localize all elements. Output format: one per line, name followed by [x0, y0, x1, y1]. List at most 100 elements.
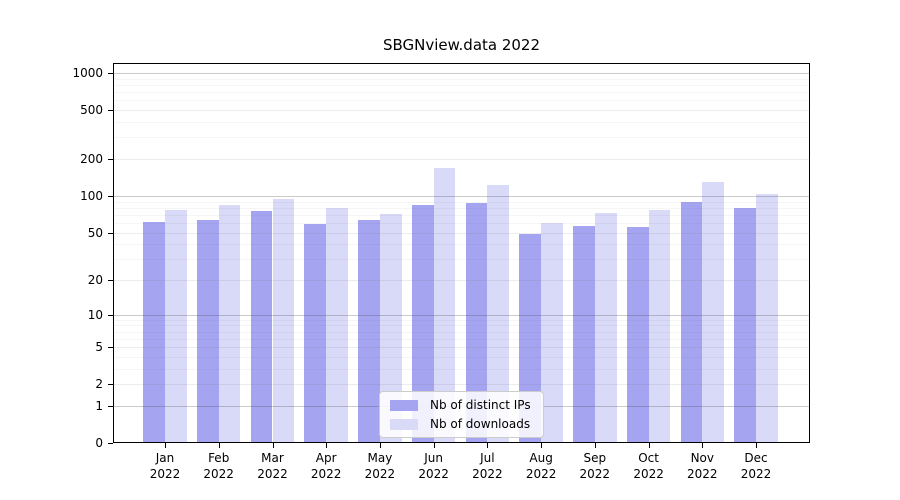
x-tick-mark-may	[379, 443, 381, 448]
x-tick-year-nov: 2022	[687, 467, 718, 481]
gridline-y-600	[113, 100, 810, 102]
x-tick-year-feb: 2022	[203, 467, 234, 481]
gridline-y-3	[113, 368, 810, 370]
y-tick-mark-500	[108, 110, 113, 112]
x-tick-mark-sep	[594, 443, 596, 448]
legend-label-distinct-ips: Nb of distinct IPs	[430, 398, 531, 412]
x-tick-mark-nov	[702, 443, 704, 448]
bar-jun-distinct-ips	[411, 205, 434, 442]
x-tick-label-jan: Jan 2022	[135, 450, 195, 482]
bar-sep-distinct-ips	[573, 225, 595, 442]
gridline-y-1000	[113, 73, 810, 74]
gridline-y-50	[113, 232, 810, 234]
x-tick-year-dec: 2022	[740, 467, 772, 481]
x-tick-mark-apr	[326, 443, 328, 448]
x-tick-year-jan: 2022	[149, 467, 181, 481]
bar-oct-distinct-ips	[626, 226, 649, 442]
x-tick-label-feb: Feb 2022	[189, 450, 249, 482]
y-tick-label-1000: 1000	[72, 66, 103, 80]
bar-sep-downloads	[594, 213, 617, 442]
x-tick-label-jul: Jul 2022	[457, 450, 517, 482]
bar-jun-downloads	[433, 168, 456, 442]
gridline-y-700	[113, 92, 810, 94]
gridline-y-30	[113, 259, 810, 261]
legend-item-downloads: Nb of downloads	[390, 417, 531, 431]
bar-apr-downloads	[326, 207, 348, 442]
bar-feb-distinct-ips	[196, 220, 219, 442]
y-tick-mark-1	[108, 405, 113, 407]
bar-may-distinct-ips	[358, 220, 380, 442]
legend-swatch-downloads	[390, 418, 418, 430]
y-tick-label-500: 500	[80, 103, 103, 118]
gridline-y-200	[113, 159, 810, 160]
gridline-y-10	[113, 314, 810, 316]
x-tick-label-mar: Mar 2022	[243, 450, 303, 482]
gridline-y-7	[113, 331, 810, 333]
x-tick-label-may: May 2022	[350, 450, 410, 482]
gridline-y-500	[113, 110, 810, 112]
x-tick-year-apr: 2022	[310, 467, 342, 481]
x-tick-label-sep: Sep 2022	[565, 450, 625, 482]
gridline-y-300	[113, 137, 810, 139]
x-tick-mark-jan	[165, 443, 166, 448]
bar-jan-downloads	[165, 209, 187, 442]
chart-title: SBGNview.data 2022	[382, 36, 541, 54]
x-tick-mark-jul	[487, 443, 489, 448]
y-tick-mark-50	[108, 232, 113, 234]
y-tick-label-50: 50	[87, 225, 103, 240]
gridline-y-900	[113, 78, 810, 80]
x-tick-mark-aug	[541, 443, 543, 448]
bar-jul-downloads	[487, 184, 510, 442]
x-tick-label-apr: Apr 2022	[296, 450, 356, 482]
x-tick-mark-dec	[756, 443, 757, 448]
x-tick-year-sep: 2022	[579, 467, 611, 481]
gridline-y-40	[113, 244, 810, 246]
x-tick-label-nov: Nov 2022	[672, 450, 732, 482]
gridline-y-5	[113, 347, 810, 349]
bar-may-downloads	[379, 214, 402, 442]
legend-item-distinct-ips: Nb of distinct IPs	[390, 398, 531, 412]
gridline-y-400	[113, 122, 810, 123]
y-tick-mark-2	[108, 384, 113, 386]
bar-dec-distinct-ips	[734, 207, 756, 442]
x-tick-year-jul: 2022	[472, 467, 503, 481]
y-tick-label-100: 100	[80, 188, 103, 203]
y-tick-mark-1000	[108, 73, 113, 74]
y-tick-label-1: 1	[95, 398, 103, 413]
x-tick-year-mar: 2022	[257, 467, 288, 481]
bar-jul-distinct-ips	[465, 202, 488, 442]
y-tick-label-10: 10	[87, 307, 103, 322]
y-tick-label-0: 0	[95, 436, 103, 450]
y-tick-label-200: 200	[80, 152, 103, 166]
x-tick-mark-mar	[272, 443, 274, 448]
y-tick-mark-10	[108, 314, 113, 316]
gridline-y-800	[113, 85, 810, 86]
bar-apr-distinct-ips	[304, 223, 327, 442]
x-tick-mark-oct	[648, 443, 650, 448]
gridline-y-90	[113, 201, 810, 203]
bar-jan-distinct-ips	[143, 222, 165, 442]
y-tick-label-5: 5	[95, 340, 103, 355]
gridline-y-4	[113, 356, 810, 358]
x-tick-year-may: 2022	[364, 467, 396, 481]
x-tick-year-oct: 2022	[633, 467, 664, 481]
y-tick-label-20: 20	[87, 273, 103, 287]
legend-swatch-distinct-ips	[390, 399, 418, 411]
y-tick-mark-0	[108, 443, 113, 444]
x-tick-mark-jun	[433, 443, 435, 448]
x-tick-label-jun: Jun 2022	[404, 450, 464, 482]
bar-aug-distinct-ips	[519, 233, 542, 442]
gridline-y-9	[113, 319, 810, 321]
gridline-y-100	[113, 195, 810, 197]
gridline-y-60	[113, 222, 810, 224]
y-tick-mark-100	[108, 195, 113, 197]
y-tick-mark-20	[108, 280, 113, 281]
bar-oct-downloads	[648, 210, 671, 442]
bar-aug-downloads	[541, 222, 563, 442]
x-tick-label-dec: Dec 2022	[726, 450, 786, 482]
bar-nov-distinct-ips	[680, 202, 703, 442]
gridline-y-2	[113, 384, 810, 386]
legend: Nb of distinct IPs Nb of downloads	[379, 391, 544, 438]
y-tick-mark-200	[108, 159, 113, 160]
